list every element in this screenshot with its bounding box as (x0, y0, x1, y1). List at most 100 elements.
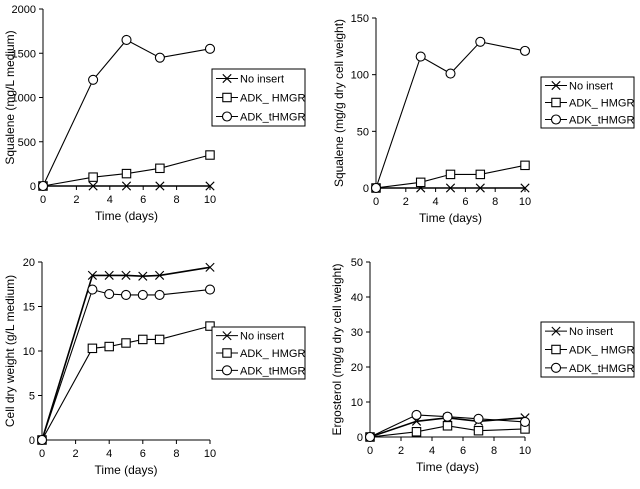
legend-label: No insert (240, 74, 284, 86)
data-point (474, 427, 482, 435)
data-point (443, 412, 452, 421)
y-tick-label: 20 (351, 362, 363, 374)
y-axis-title: Squalene (mg/L medium) (3, 30, 17, 164)
data-point (139, 335, 147, 343)
legend-label: ADK_ HMGR (240, 348, 305, 360)
chart-3: 024681005101520Time (days)Cell dry weigh… (3, 257, 305, 477)
data-point (89, 173, 97, 181)
x-tick-label: 10 (204, 448, 216, 460)
data-point (446, 170, 454, 178)
legend-label: No insert (569, 326, 613, 338)
x-tick-label: 2 (73, 194, 79, 206)
legend-label: ADK_tHMGR (569, 363, 634, 375)
x-tick-label: 4 (429, 445, 435, 457)
legend: No insert ADK_ HMGR ADK_tHMGR (541, 322, 634, 377)
data-point (476, 170, 484, 178)
y-tick-label: 15 (23, 302, 35, 314)
y-tick-label: 0 (363, 183, 369, 195)
chart-2: 0246810050100150Time (days)Squalene (mg/… (332, 13, 634, 225)
legend-label: ADK_tHMGR (569, 115, 634, 127)
x-tick-label: 6 (462, 196, 468, 208)
y-tick-label: 150 (351, 13, 369, 25)
y-tick-label: 40 (351, 292, 363, 304)
data-point (39, 182, 48, 191)
y-tick-label: 5 (29, 391, 35, 403)
data-point (412, 428, 420, 436)
legend: No insertADK_ HMGRADK_tHMGR (212, 69, 305, 126)
x-tick-label: 10 (519, 445, 531, 457)
y-tick-label: 0 (30, 181, 36, 193)
x-tick-label: 2 (73, 448, 79, 460)
chart-1: 02468100500100015002000Time (days)Squale… (3, 4, 305, 223)
y-tick-label: 20 (23, 257, 35, 269)
x-tick-label: 4 (107, 194, 113, 206)
legend-label: ADK_ HMGR (569, 98, 634, 110)
x-tick-label: 4 (433, 196, 439, 208)
x-tick-label: 0 (373, 196, 379, 208)
x-tick-label: 4 (106, 448, 112, 460)
x-tick-label: 8 (492, 196, 498, 208)
series-circle (38, 285, 215, 444)
x-tick-label: 2 (403, 196, 409, 208)
legend-marker (223, 112, 232, 121)
y-tick-label: 10 (351, 397, 363, 409)
data-point (122, 169, 130, 177)
y-tick-label: 500 (18, 137, 36, 149)
y-tick-label: 100 (351, 70, 369, 82)
x-axis-title: Time (days) (95, 463, 158, 477)
x-tick-label: 0 (39, 448, 45, 460)
x-tick-label: 8 (174, 194, 180, 206)
data-point (105, 290, 114, 299)
data-point (105, 342, 113, 350)
legend-marker (223, 349, 231, 357)
data-point (38, 436, 47, 445)
y-tick-label: 50 (351, 257, 363, 269)
series-circle (39, 35, 215, 190)
legend-label: ADK_ HMGR (240, 93, 305, 105)
y-tick-label: 2000 (12, 4, 36, 16)
data-point (206, 151, 214, 159)
x-axis-title: Time (days) (419, 211, 482, 225)
y-tick-label: 30 (351, 327, 363, 339)
legend-marker (552, 345, 560, 353)
data-point (417, 178, 425, 186)
legend: No insertADK_ HMGRADK_tHMGR (212, 327, 305, 379)
x-tick-label: 0 (367, 445, 373, 457)
y-axis-title: Ergosterol (mg/g dry cell weight) (330, 263, 344, 435)
y-tick-label: 10 (23, 346, 35, 358)
data-point (88, 344, 96, 352)
legend-label: ADK_ HMGR (569, 345, 634, 357)
data-point (155, 53, 164, 62)
x-tick-label: 10 (204, 194, 216, 206)
x-axis-title: Time (days) (416, 460, 479, 474)
series-line (42, 290, 210, 440)
x-tick-label: 0 (40, 194, 46, 206)
data-point (206, 44, 215, 53)
legend-marker (552, 115, 561, 124)
data-point (155, 335, 163, 343)
data-point (122, 339, 130, 347)
x-tick-label: 6 (460, 445, 466, 457)
data-point (521, 417, 530, 426)
data-point (446, 69, 455, 78)
data-point (372, 184, 381, 193)
chart-4: 024681001020304050Time (days)Ergosterol … (330, 257, 634, 474)
x-tick-label: 6 (140, 194, 146, 206)
x-tick-label: 2 (398, 445, 404, 457)
x-axis-title: Time (days) (95, 209, 158, 223)
data-point (122, 35, 131, 44)
series-square (38, 322, 214, 444)
legend-label: ADK_tHMGR (240, 365, 305, 377)
legend-label: No insert (569, 81, 613, 93)
data-point (206, 285, 215, 294)
y-axis-title: Cell dry weight (g/L medium) (3, 275, 17, 427)
data-point (476, 37, 485, 46)
data-point (521, 46, 530, 55)
series-x (39, 182, 214, 190)
data-point (122, 290, 131, 299)
data-point (155, 290, 164, 299)
data-point (89, 75, 98, 84)
legend-marker (552, 98, 560, 106)
data-point (156, 164, 164, 172)
